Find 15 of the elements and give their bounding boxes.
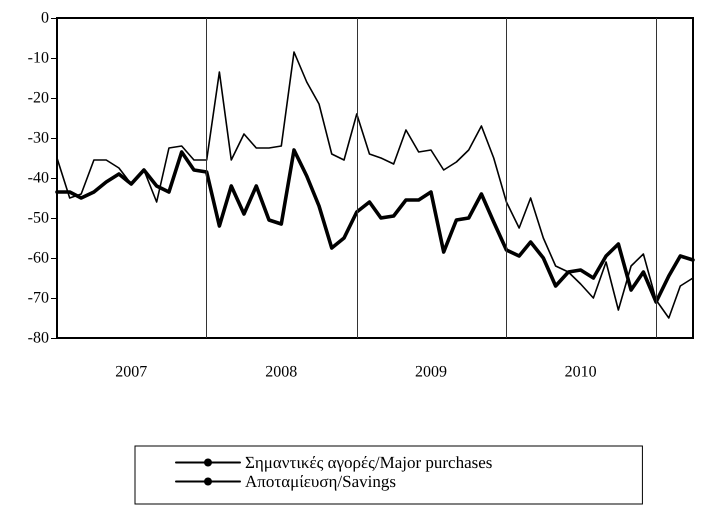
x-tick-label: 2008 [265,364,298,380]
y-tick-label: -50 [28,210,49,226]
y-tick-label: -80 [28,330,49,346]
y-tick-label: 0 [41,10,49,26]
y-tick-label: -10 [28,50,49,66]
legend-label: Σημαντικές αγορές/Major purchases [245,453,492,472]
x-tick-label: 2010 [564,364,597,380]
x-tick-label: 2009 [414,364,447,380]
y-tick-label: -70 [28,290,49,306]
legend-label: Αποταμίευση/Savings [245,472,396,491]
x-tick-label: 2007 [115,364,148,380]
y-tick-label: -40 [28,170,49,186]
y-tick-label: -30 [28,130,49,146]
y-tick-label: -20 [28,90,49,106]
y-tick-label: -60 [28,250,49,266]
